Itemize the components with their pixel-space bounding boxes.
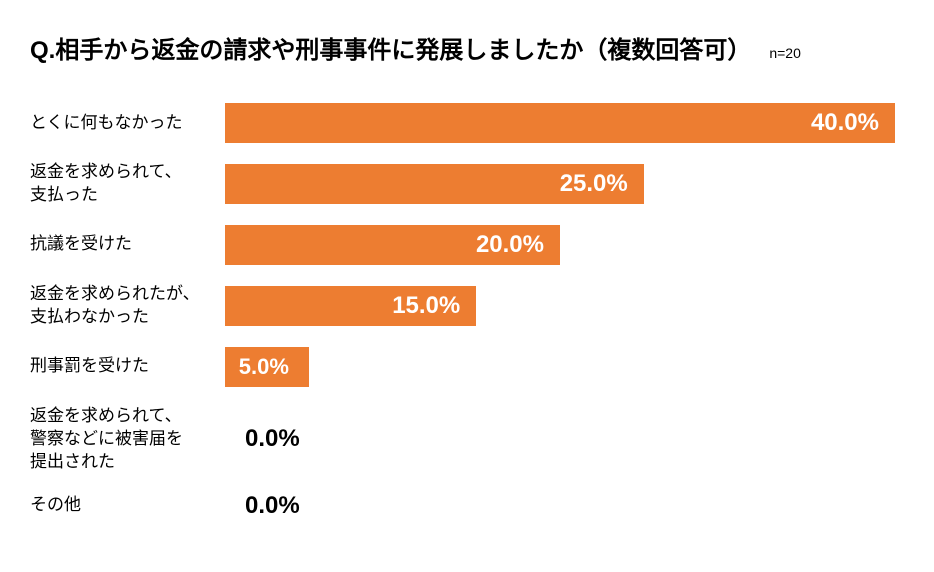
- chart-title: Q.相手から返金の請求や刑事事件に発展しましたか（複数回答可）: [30, 30, 751, 65]
- bar: 15.0%: [225, 286, 476, 326]
- bar-area: 0.0%: [225, 492, 904, 520]
- bar-row: 刑事罰を受けた 5.0%: [30, 347, 904, 387]
- bar-label: その他: [30, 494, 225, 517]
- bar: 20.0%: [225, 225, 560, 265]
- bar-row: 抗議を受けた 20.0%: [30, 225, 904, 265]
- bar-row: 返金を求められて、 支払った 25.0%: [30, 161, 904, 207]
- bar-value: 25.0%: [560, 170, 628, 198]
- bar-area: 15.0%: [225, 286, 904, 326]
- bar-row: とくに何もなかった 40.0%: [30, 103, 904, 143]
- title-row: Q.相手から返金の請求や刑事事件に発展しましたか（複数回答可） n=20: [30, 30, 904, 65]
- bar-value: 15.0%: [392, 292, 460, 320]
- bar-area: 0.0%: [225, 425, 904, 453]
- bar: 5.0%: [225, 347, 309, 387]
- bar-area: 25.0%: [225, 164, 904, 204]
- bar: 40.0%: [225, 103, 895, 143]
- bar: 25.0%: [225, 164, 644, 204]
- bar-row: 返金を求められて、 警察などに被害届を 提出された 0.0%: [30, 405, 904, 474]
- bar-value: 5.0%: [239, 354, 289, 380]
- bar-value: 0.0%: [245, 492, 300, 520]
- bar-area: 5.0%: [225, 347, 904, 387]
- bar-row: 返金を求められたが、 支払わなかった 15.0%: [30, 283, 904, 329]
- bar-value: 20.0%: [476, 231, 544, 259]
- bar-label: 返金を求められて、 支払った: [30, 161, 225, 207]
- bar-area: 40.0%: [225, 103, 904, 143]
- bar-value: 0.0%: [245, 425, 300, 453]
- bar-row: その他 0.0%: [30, 492, 904, 520]
- bar-rows: とくに何もなかった 40.0% 返金を求められて、 支払った 25.0% 抗議を受けた 2…: [30, 103, 904, 520]
- bar-label: 抗議を受けた: [30, 233, 225, 256]
- bar-label: 返金を求められたが、 支払わなかった: [30, 283, 225, 329]
- bar-value: 40.0%: [811, 109, 879, 137]
- sample-size-label: n=20: [769, 45, 801, 61]
- bar-area: 20.0%: [225, 225, 904, 265]
- bar-label: とくに何もなかった: [30, 112, 225, 135]
- chart-container: Q.相手から返金の請求や刑事事件に発展しましたか（複数回答可） n=20 とくに…: [0, 0, 934, 572]
- bar-label: 返金を求められて、 警察などに被害届を 提出された: [30, 405, 225, 474]
- bar-label: 刑事罰を受けた: [30, 355, 225, 378]
